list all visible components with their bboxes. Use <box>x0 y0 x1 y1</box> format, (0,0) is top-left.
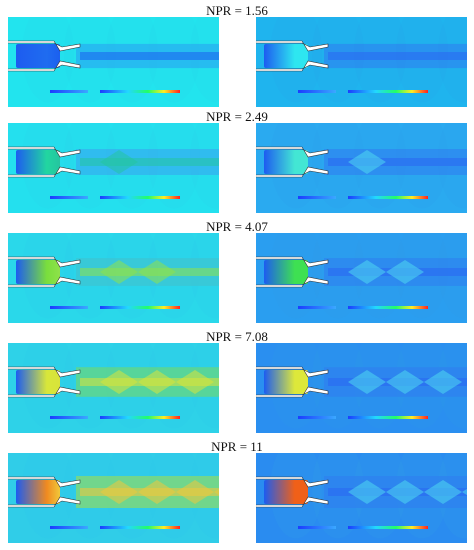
shock-cell <box>348 260 386 284</box>
shock-cell <box>348 480 386 504</box>
nozzle-wall-lower <box>256 276 329 288</box>
nozzle-wall-lower <box>256 386 329 398</box>
shock-cell <box>214 488 219 496</box>
left-contour-panel <box>8 123 219 213</box>
left-contour-panel <box>8 17 219 107</box>
color-scale-small <box>298 416 336 419</box>
npr-label: NPR = 4.07 <box>206 219 268 234</box>
shock-cell <box>100 260 138 284</box>
nozzle-wall-upper <box>256 40 329 52</box>
right-contour-panel <box>256 17 467 107</box>
nozzle-wall-upper <box>8 366 81 378</box>
color-scale-large <box>348 416 428 419</box>
shock-cell <box>176 370 214 394</box>
color-scale-large <box>348 526 428 529</box>
color-scale-small <box>50 416 88 419</box>
color-scale-large <box>100 306 180 309</box>
nozzle-wall-upper <box>8 40 81 52</box>
color-scale-small <box>50 526 88 529</box>
left-contour-panel <box>8 233 219 323</box>
color-scale-small <box>50 196 88 199</box>
nozzle-wall-lower <box>8 166 81 178</box>
color-scale-large <box>348 90 428 93</box>
right-contour-panel <box>256 343 467 433</box>
nozzle-wall-lower <box>256 60 329 72</box>
nozzle-wall-upper <box>256 366 329 378</box>
nozzle-wall-upper <box>8 256 81 268</box>
npr-label: NPR = 1.56 <box>206 3 268 18</box>
shock-cell <box>138 260 176 284</box>
color-scale-large <box>100 526 180 529</box>
color-scale-small <box>298 196 336 199</box>
npr-label: NPR = 2.49 <box>206 109 268 124</box>
shock-cell <box>100 370 138 394</box>
left-contour-panel <box>8 453 219 543</box>
color-scale-large <box>100 416 180 419</box>
color-scale-large <box>348 196 428 199</box>
nozzle-wall-lower <box>8 386 81 398</box>
shock-cell <box>386 480 424 504</box>
color-scale-small <box>298 526 336 529</box>
shock-cell <box>424 370 462 394</box>
nozzle-wall-lower <box>8 276 81 288</box>
shock-cell <box>424 480 462 504</box>
nozzle-wall-lower <box>256 166 329 178</box>
nozzle-wall-upper <box>256 476 329 488</box>
color-scale-small <box>50 90 88 93</box>
shock-cell <box>138 370 176 394</box>
nozzle-wall-upper <box>256 256 329 268</box>
nozzle-wall-lower <box>256 496 329 508</box>
nozzle-wall-upper <box>8 146 81 158</box>
color-scale-large <box>348 306 428 309</box>
color-scale-small <box>298 90 336 93</box>
color-scale-large <box>100 90 180 93</box>
shock-cell <box>100 150 138 174</box>
color-scale-large <box>100 196 180 199</box>
shock-cell <box>462 488 467 496</box>
shock-cell <box>386 260 424 284</box>
nozzle-wall-lower <box>8 496 81 508</box>
nozzle-wall-lower <box>8 60 81 72</box>
shock-cell <box>348 150 386 174</box>
right-contour-panel <box>256 233 467 323</box>
shock-cell <box>386 370 424 394</box>
npr-label: NPR = 7.08 <box>206 329 268 344</box>
right-contour-panel <box>256 123 467 213</box>
nozzle-wall-upper <box>256 146 329 158</box>
color-scale-small <box>50 306 88 309</box>
shock-cell <box>138 480 176 504</box>
left-contour-panel <box>8 343 219 433</box>
color-scale-small <box>298 306 336 309</box>
npr-label: NPR = 11 <box>211 439 263 454</box>
right-contour-panel <box>256 453 467 543</box>
shock-cell <box>176 480 214 504</box>
shock-cell <box>348 370 386 394</box>
nozzle-wall-upper <box>8 476 81 488</box>
shock-cell <box>100 480 138 504</box>
